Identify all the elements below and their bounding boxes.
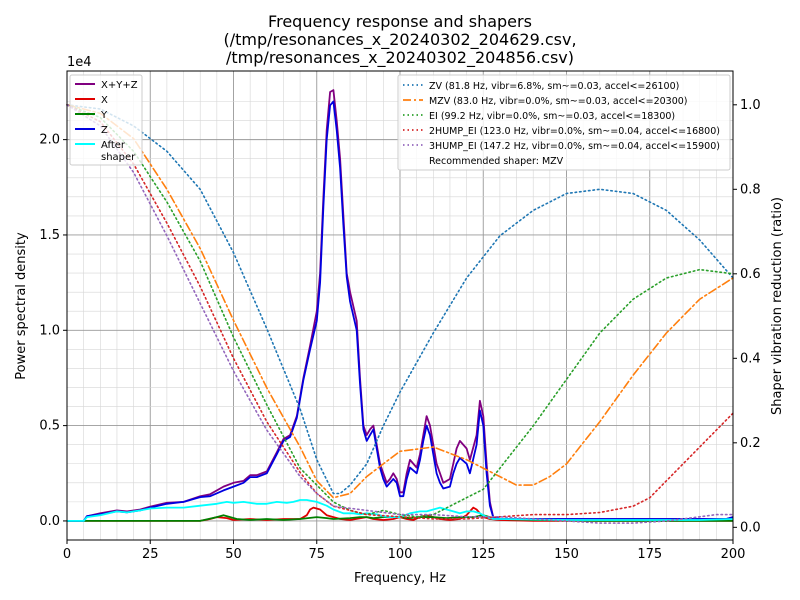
x-tick-label: 50 — [225, 547, 242, 562]
y-tick-label: 0.0 — [39, 514, 60, 529]
legend-label-zv: ZV (81.8 Hz, vibr=6.8%, sm~=0.03, accel<… — [429, 81, 679, 92]
shaper-series-line-3 — [66, 104, 734, 520]
y2-tick-label: 0.0 — [740, 520, 761, 535]
y2-tick-label: 0.2 — [740, 436, 761, 451]
shaper-series-line-4 — [66, 104, 734, 524]
y-offset-label: 1e4 — [67, 55, 92, 70]
y2-tick-label: 0.8 — [740, 182, 761, 197]
legend-label-x: X — [101, 95, 108, 106]
x-tick-label: 125 — [471, 547, 496, 562]
shaper-series-line-1 — [66, 104, 734, 499]
y2-axis-label: Shaper vibration reduction (ratio) — [770, 197, 785, 415]
legend-label-mzv: MZV (83.0 Hz, vibr=0.0%, sm~=0.03, accel… — [429, 96, 688, 107]
psd-series-line-0 — [67, 89, 734, 522]
x-tick-label: 75 — [308, 547, 325, 562]
shaper-legend: ZV (81.8 Hz, vibr=6.8%, sm~=0.03, accel<… — [397, 74, 731, 171]
legend-label-y: Y — [100, 110, 108, 121]
y-axis-label: Power spectral density — [14, 232, 29, 380]
y-tick-label: 1.0 — [39, 323, 60, 338]
y-tick-label: 1.5 — [39, 228, 60, 243]
x-tick-label: 150 — [554, 547, 579, 562]
chart-title-line-1: Frequency response and shapers — [268, 12, 532, 31]
y2-tick-label: 0.4 — [740, 351, 761, 366]
shaper-series-line-0 — [66, 104, 734, 495]
x-tick-label: 0 — [63, 547, 71, 562]
data-layer — [66, 89, 734, 524]
y-tick-label: 0.5 — [39, 419, 60, 434]
y2-tick-label: 0.6 — [740, 267, 761, 282]
legend-label-z: Z — [101, 125, 108, 136]
x-tick-label: 200 — [721, 547, 746, 562]
psd-series-line-3 — [67, 100, 734, 522]
x-tick-label: 175 — [637, 547, 662, 562]
axis-layer: 0 25 50 75 100 125 150 175 200 0.0 0.5 1.0 1.5 2.0 0.0… — [39, 70, 761, 562]
x-axis-label: Frequency, Hz — [354, 571, 446, 586]
psd-series-line-4 — [67, 499, 734, 522]
chart-title-line-2: (/tmp/resonances_x_20240302_204629.csv, — [223, 30, 576, 50]
legend-label-2hump-ei: 2HUMP_EI (123.0 Hz, vibr=0.0%, sm~=0.04,… — [429, 126, 720, 137]
y2-tick-label: 1.0 — [740, 98, 761, 113]
x-tick-label: 100 — [388, 547, 413, 562]
chart-title-line-3: /tmp/resonances_x_20240302_204856.csv) — [226, 48, 574, 68]
legend-label-ei: EI (99.2 Hz, vibr=0.0%, sm~=0.03, accel<… — [429, 111, 675, 122]
legend-label-3hump-ei: 3HUMP_EI (147.2 Hz, vibr=0.0%, sm~=0.04,… — [429, 141, 720, 152]
y-tick-label: 2.0 — [39, 133, 60, 148]
x-tick-label: 25 — [142, 547, 159, 562]
shaper-legend-box — [397, 74, 731, 171]
legend-label-after-shaper-line-1: After — [101, 140, 126, 151]
psd-legend-box — [69, 74, 143, 166]
legend-label-after-shaper-line-2: shaper — [101, 152, 136, 163]
legend-label-xyz: X+Y+Z — [101, 80, 138, 91]
psd-legend: X+Y+Z X Y Z After shaper — [69, 74, 143, 166]
legend-recommended-shaper: Recommended shaper: MZV — [429, 156, 564, 167]
